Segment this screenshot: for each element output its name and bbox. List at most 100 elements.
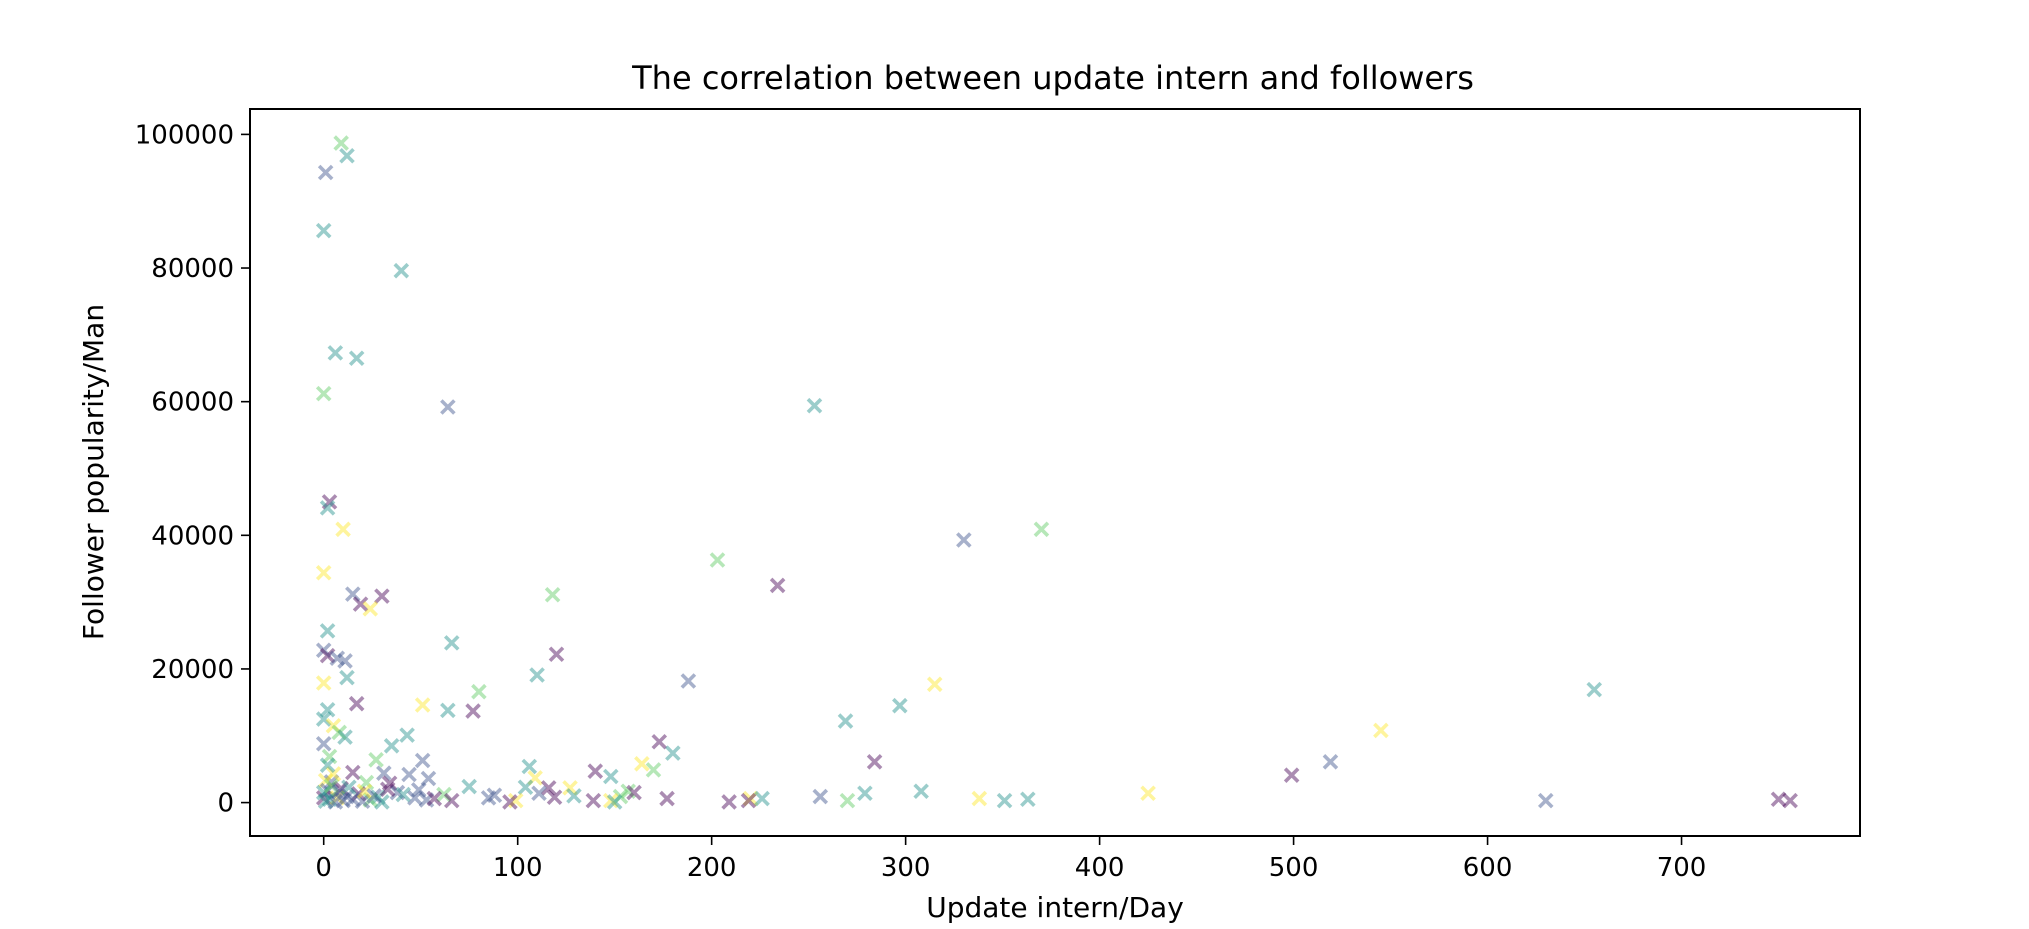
scatter-point [721, 794, 737, 810]
scatter-point [333, 135, 349, 151]
scatter-point [892, 697, 908, 714]
scatter-point [325, 717, 342, 734]
scatter-point [335, 792, 351, 809]
scatter-point [337, 729, 353, 745]
x-tick-label: 300 [881, 853, 931, 883]
scatter-point [1373, 722, 1389, 739]
scatter-point [362, 792, 379, 808]
x-tick-label: 400 [1075, 853, 1125, 883]
scatter-point [645, 762, 662, 778]
scatter-point [323, 778, 340, 794]
plot-frame [249, 108, 1861, 837]
scatter-point [996, 792, 1013, 809]
scatter-point [319, 500, 336, 516]
scatter-point [331, 724, 348, 741]
y-tick-label: 0 [217, 789, 234, 819]
scatter-point [319, 623, 336, 639]
scatter-point [620, 783, 637, 800]
scatter-point [527, 770, 543, 786]
scatter-point [329, 650, 346, 667]
scatter-point [341, 779, 357, 795]
scatter-point [345, 764, 361, 781]
scatter-point [319, 782, 336, 799]
scatter-point [529, 667, 545, 683]
scatter-point [323, 774, 340, 790]
scatter-point [603, 792, 619, 809]
scatter-point [443, 792, 460, 809]
scatter-point [379, 781, 396, 797]
scatter-point [1586, 681, 1603, 698]
scatter-point [345, 791, 361, 808]
scatter-point [440, 399, 456, 415]
y-axis-label: Follower popularity/Man [77, 304, 110, 640]
x-axis-ticks: 0 100 200 300 400 500 600 700 [315, 836, 1706, 883]
scatter-point [471, 683, 487, 700]
scatter-point [740, 792, 757, 809]
x-tick-label: 200 [687, 853, 737, 883]
y-tick-label: 100000 [135, 120, 234, 150]
x-tick-label: 500 [1269, 853, 1319, 883]
scatter-point [329, 790, 346, 806]
scatter-point [548, 646, 565, 663]
scatter-point [546, 789, 563, 806]
scatter-point [315, 675, 332, 691]
scatter-point [335, 521, 351, 538]
x-tick-label: 700 [1657, 853, 1707, 883]
scatter-point [319, 701, 336, 718]
scatter-point [626, 784, 642, 801]
scatter-point [603, 768, 619, 785]
scatter-point [315, 222, 332, 239]
scatter-point [531, 785, 547, 802]
scatter-point [348, 695, 365, 712]
y-tick-label: 80000 [151, 254, 234, 284]
scatter-point [806, 397, 823, 414]
scatter-point [461, 778, 477, 795]
scatter-point [502, 794, 518, 810]
scatter-point [354, 793, 371, 810]
scatter-point [319, 757, 336, 773]
scatter-point [362, 601, 379, 617]
scatter-point [443, 635, 460, 651]
scatter-point [839, 792, 856, 809]
x-axis-label: Update intern/Day [926, 891, 1184, 924]
scatter-point [486, 787, 503, 804]
scatter-point [315, 711, 332, 727]
scatter-point [769, 577, 786, 594]
scatter-point [339, 148, 355, 164]
scatter-point [374, 794, 390, 810]
scatter-point [319, 647, 336, 664]
scatter-point [480, 790, 497, 806]
scatter-point [426, 790, 443, 807]
scatter-point [366, 788, 382, 804]
scatter-point [566, 788, 582, 804]
scatter-point [376, 765, 392, 781]
scatter-point [383, 738, 400, 754]
scatter-point [321, 791, 338, 808]
scatter-point [436, 786, 452, 803]
scatter-point [606, 794, 623, 810]
scatter-point [465, 703, 481, 719]
scatter-point [544, 587, 561, 603]
y-tick-label: 40000 [151, 521, 234, 551]
scatter-point [612, 788, 629, 805]
scatter-point [321, 494, 338, 510]
scatter-point [370, 789, 386, 806]
scatter-point [754, 790, 770, 807]
scatter-point [339, 788, 355, 805]
y-tick-label: 60000 [151, 388, 234, 418]
scatter-point [651, 734, 668, 750]
scatter-point [345, 586, 361, 602]
scatter-point [350, 786, 367, 802]
scatter-point [368, 752, 384, 768]
scatter-point [317, 772, 334, 789]
x-tick-label: 100 [493, 853, 543, 883]
scatter-point [540, 780, 557, 796]
scatter-point [352, 596, 369, 612]
scatter-point [1140, 785, 1156, 802]
scatter-point [587, 763, 604, 779]
scatter-point [381, 775, 398, 791]
scatter-point [356, 783, 373, 800]
scatter-point [517, 779, 534, 795]
